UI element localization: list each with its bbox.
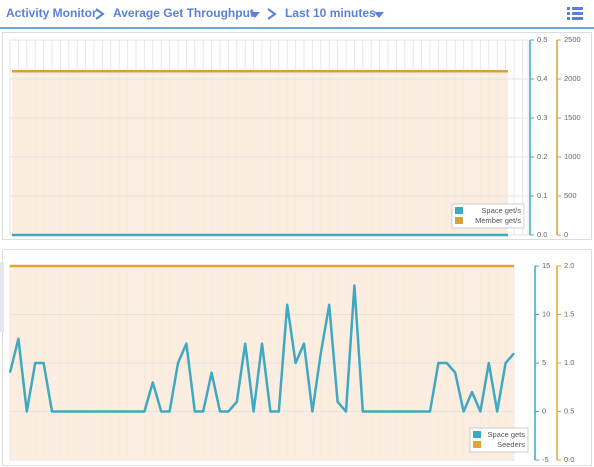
- menu-icon[interactable]: [567, 7, 583, 20]
- panel: [2, 249, 592, 466]
- tick-label: 0.5: [564, 406, 574, 415]
- legend-label: Space gets: [487, 430, 525, 439]
- tick-label: 0: [542, 406, 546, 415]
- series-line: [8, 284, 515, 413]
- tick-label: 0.0: [564, 455, 574, 464]
- tick-label: 0.5: [537, 35, 547, 44]
- legend-swatch: [473, 441, 481, 448]
- tick-label: 2000: [564, 74, 581, 83]
- dropdown-arrow[interactable]: [250, 12, 260, 18]
- legend-box: [451, 203, 525, 229]
- tick-label: 0.0: [537, 230, 547, 239]
- tick-label: 0: [564, 230, 568, 239]
- legend-label: Space get/s: [481, 206, 521, 215]
- tick-label: 15: [542, 261, 550, 270]
- tick-label: 2.0: [564, 261, 574, 270]
- area-fill: [12, 71, 508, 235]
- breadcrumb-separator: [267, 8, 277, 20]
- tick-label: 0.4: [537, 74, 547, 83]
- tick-label: 2500: [564, 35, 581, 44]
- breadcrumb-item[interactable]: Last 10 minutes: [285, 6, 376, 20]
- tick-label: 0.2: [537, 152, 547, 161]
- tick-label: 1.5: [564, 309, 574, 318]
- legend-label: Seeders: [497, 440, 525, 449]
- legend-swatch: [473, 431, 481, 438]
- dropdown-arrow[interactable]: [374, 12, 384, 18]
- tick-label: -5: [542, 455, 549, 464]
- tick-label: 1000: [564, 152, 581, 161]
- breadcrumb-separator: [95, 8, 105, 20]
- breadcrumb-item[interactable]: Activity Monitor: [6, 6, 97, 20]
- tick-label: 0.3: [537, 113, 547, 122]
- tick-label: 10: [542, 309, 550, 318]
- legend-swatch: [455, 217, 463, 224]
- tick-label: 1.0: [564, 358, 574, 367]
- tick-label: 0.1: [537, 191, 547, 200]
- tick-label: 5: [542, 358, 546, 367]
- scroll-handle[interactable]: [0, 262, 4, 332]
- tick-label: 1500: [564, 113, 581, 122]
- legend-swatch: [455, 207, 463, 214]
- breadcrumb-item[interactable]: Average Get Throughput: [113, 6, 254, 20]
- panel: [2, 32, 592, 240]
- legend-label: Member get/s: [475, 216, 521, 225]
- tick-label: 500: [564, 191, 577, 200]
